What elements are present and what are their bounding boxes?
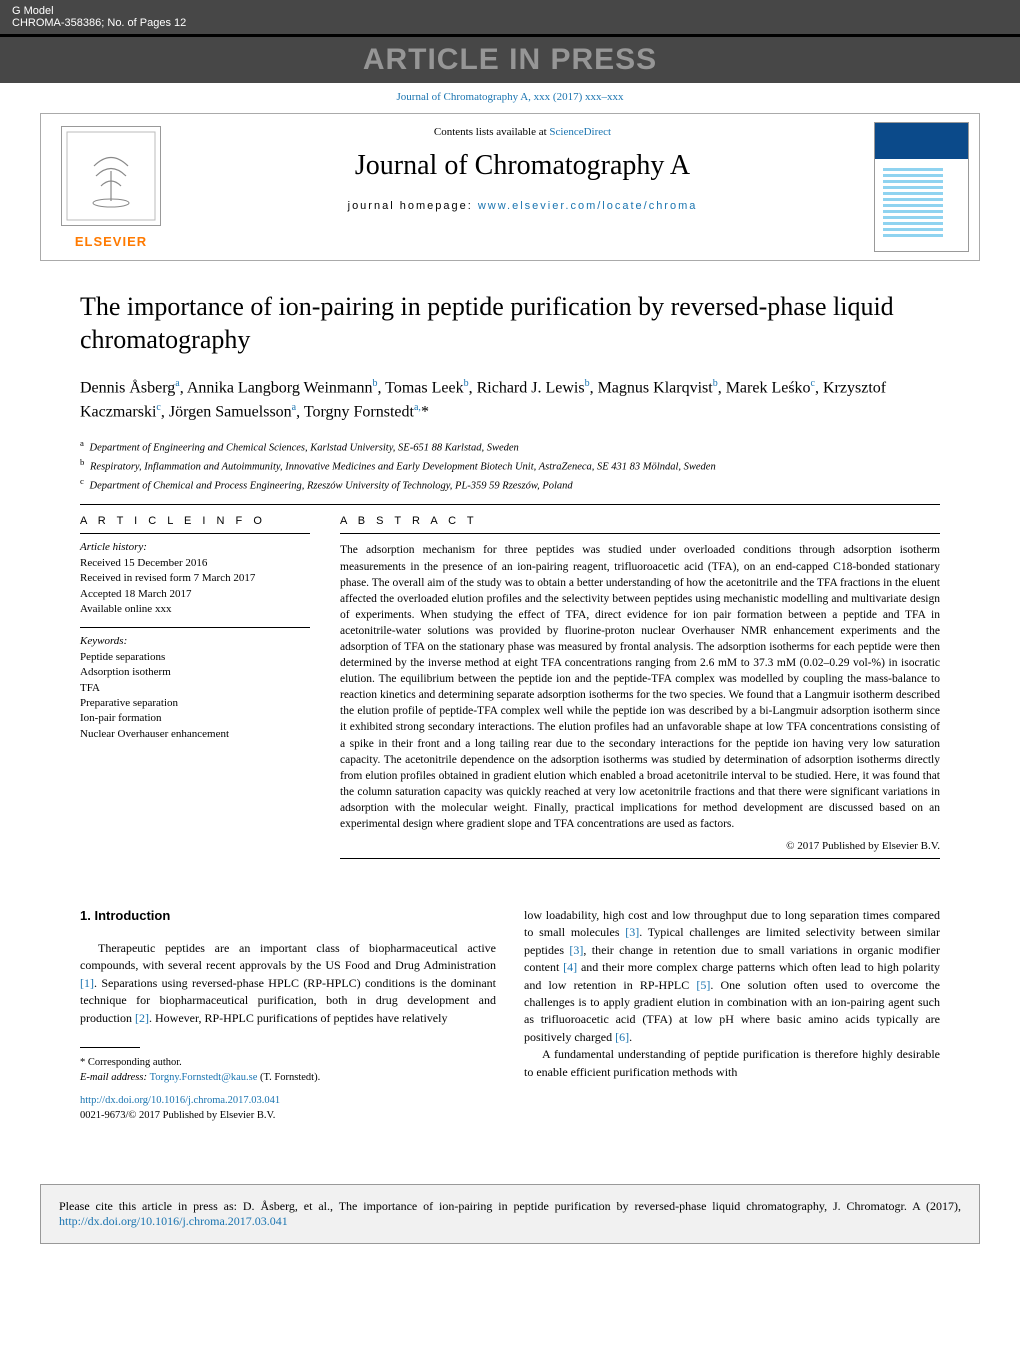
affiliation-a-text: Department of Engineering and Chemical S…: [90, 442, 519, 453]
abstract-copyright: © 2017 Published by Elsevier B.V.: [340, 840, 940, 852]
abstract-text: The adsorption mechanism for three pepti…: [340, 542, 940, 832]
footnote-block: * Corresponding author. E-mail address: …: [80, 1056, 496, 1085]
gmodel-strip: G Model CHROMA-358386; No. of Pages 12: [0, 0, 1020, 37]
citation-line-text: Journal of Chromatography A, xxx (2017) …: [397, 91, 624, 103]
affiliations: a Department of Engineering and Chemical…: [80, 437, 940, 495]
contents-line: Contents lists available at ScienceDirec…: [189, 126, 856, 138]
ref-code: CHROMA-358386; No. of Pages 12: [12, 17, 186, 29]
cite-doi-link[interactable]: http://dx.doi.org/10.1016/j.chroma.2017.…: [59, 1214, 288, 1228]
abstract-rule: [340, 533, 940, 534]
authors-list: Dennis Åsberga, Annika Langborg Weinmann…: [80, 376, 940, 425]
history-0: Received 15 December 2016: [80, 556, 310, 571]
homepage-line: journal homepage: www.elsevier.com/locat…: [189, 200, 856, 212]
email-link[interactable]: Torgny.Fornstedt@kau.se: [150, 1072, 258, 1083]
article-body: The importance of ion-pairing in peptide…: [0, 291, 1020, 1154]
keyword-1: Adsorption isotherm: [80, 665, 310, 680]
issn-line: 0021-9673/© 2017 Published by Elsevier B…: [80, 1110, 275, 1121]
intro-right-col: low loadability, high cost and low throu…: [524, 907, 940, 1124]
elsevier-wordmark: ELSEVIER: [75, 234, 147, 249]
info-rule-2: [80, 627, 310, 628]
doi-block: http://dx.doi.org/10.1016/j.chroma.2017.…: [80, 1093, 496, 1123]
abstract-heading: A B S T R A C T: [340, 515, 940, 527]
keyword-0: Peptide separations: [80, 650, 310, 665]
intro-heading: 1. Introduction: [80, 907, 496, 926]
gmodel-left: G Model CHROMA-358386; No. of Pages 12: [12, 5, 186, 29]
intro-columns: 1. Introduction Therapeutic peptides are…: [80, 907, 940, 1124]
elsevier-logo-cell: ELSEVIER: [41, 114, 181, 260]
affiliation-b: b Respiratory, Inflammation and Autoimmu…: [80, 456, 940, 475]
cover-cell: [864, 114, 979, 260]
intro-right-para-1: low loadability, high cost and low throu…: [524, 907, 940, 1046]
history-label: Article history:: [80, 540, 310, 555]
history-2: Accepted 18 March 2017: [80, 587, 310, 602]
journal-cover-thumbnail: [874, 122, 969, 252]
affiliation-b-text: Respiratory, Inflammation and Autoimmuni…: [90, 461, 716, 472]
keywords-block: Keywords: Peptide separations Adsorption…: [80, 634, 310, 742]
keyword-2: TFA: [80, 681, 310, 696]
journal-title-cell: Contents lists available at ScienceDirec…: [181, 114, 864, 260]
email-label: E-mail address:: [80, 1072, 150, 1083]
intro-left-para: Therapeutic peptides are an important cl…: [80, 940, 496, 1027]
info-abstract-row: A R T I C L E I N F O Article history: R…: [80, 515, 940, 867]
history-3: Available online xxx: [80, 602, 310, 617]
journal-name: Journal of Chromatography A: [189, 150, 856, 182]
affiliation-c: c Department of Chemical and Process Eng…: [80, 475, 940, 494]
keyword-5: Nuclear Overhauser enhancement: [80, 727, 310, 742]
keywords-label: Keywords:: [80, 634, 310, 649]
intro-right-para-2: A fundamental understanding of peptide p…: [524, 1046, 940, 1081]
intro-left-col: 1. Introduction Therapeutic peptides are…: [80, 907, 496, 1124]
history-1: Received in revised form 7 March 2017: [80, 571, 310, 586]
footnote-rule: [80, 1047, 140, 1048]
affiliation-a: a Department of Engineering and Chemical…: [80, 437, 940, 456]
abstract-col: A B S T R A C T The adsorption mechanism…: [340, 515, 940, 867]
article-info-col: A R T I C L E I N F O Article history: R…: [80, 515, 310, 867]
corresponding-author: * Corresponding author.: [80, 1056, 496, 1071]
info-rule: [80, 533, 310, 534]
rule-top: [80, 504, 940, 505]
article-info-heading: A R T I C L E I N F O: [80, 515, 310, 527]
email-suffix: (T. Fornstedt).: [257, 1072, 320, 1083]
citation-line: Journal of Chromatography A, xxx (2017) …: [0, 85, 1020, 113]
contents-prefix: Contents lists available at: [434, 126, 549, 138]
sciencedirect-link[interactable]: ScienceDirect: [549, 126, 611, 138]
journal-header-frame: ELSEVIER Contents lists available at Sci…: [40, 113, 980, 261]
keyword-4: Ion-pair formation: [80, 711, 310, 726]
press-banner: ARTICLE IN PRESS: [0, 37, 1020, 83]
affiliation-c-text: Department of Chemical and Process Engin…: [90, 481, 573, 492]
article-title: The importance of ion-pairing in peptide…: [80, 291, 940, 356]
gmodel-label: G Model: [12, 5, 186, 17]
doi-link[interactable]: http://dx.doi.org/10.1016/j.chroma.2017.…: [80, 1095, 280, 1106]
press-banner-text: ARTICLE IN PRESS: [363, 43, 657, 76]
homepage-prefix: journal homepage:: [348, 200, 478, 212]
email-line: E-mail address: Torgny.Fornstedt@kau.se …: [80, 1071, 496, 1086]
abstract-rule-bottom: [340, 858, 940, 859]
cite-text: Please cite this article in press as: D.…: [59, 1199, 961, 1213]
cite-in-press-box: Please cite this article in press as: D.…: [40, 1184, 980, 1244]
homepage-link[interactable]: www.elsevier.com/locate/chroma: [478, 200, 698, 212]
article-history: Article history: Received 15 December 20…: [80, 540, 310, 617]
keyword-3: Preparative separation: [80, 696, 310, 711]
elsevier-tree-icon: [61, 126, 161, 226]
